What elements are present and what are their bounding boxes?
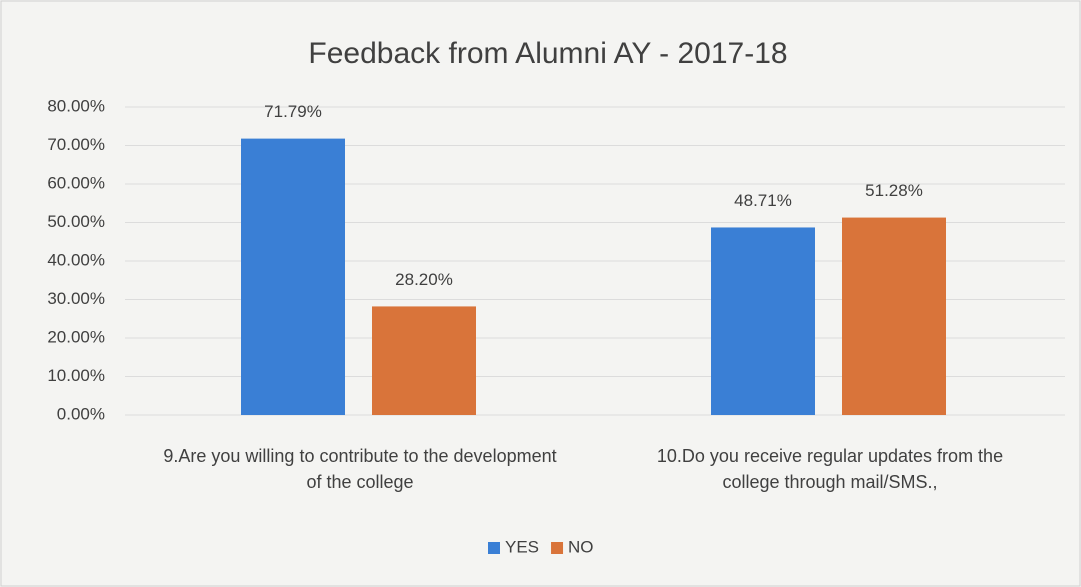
data-label: 51.28% — [865, 181, 923, 200]
y-tick-label: 20.00% — [47, 327, 105, 346]
bar — [842, 217, 946, 415]
x-tick-label: 10.Do you receive regular updates from t… — [656, 446, 1004, 492]
legend-label: NO — [568, 537, 594, 556]
y-tick-label: 30.00% — [47, 289, 105, 308]
legend-label: YES — [505, 537, 539, 556]
bar — [241, 138, 345, 415]
y-tick-label: 10.00% — [47, 366, 105, 385]
y-tick-label: 50.00% — [47, 212, 105, 231]
y-tick-label: 70.00% — [47, 135, 105, 154]
legend-swatch — [551, 542, 564, 554]
y-tick-label: 80.00% — [47, 96, 105, 115]
bar — [711, 227, 815, 415]
chart-title: Feedback from Alumni AY - 2017-18 — [308, 37, 787, 70]
data-label: 48.71% — [734, 191, 792, 210]
data-label: 28.20% — [395, 270, 453, 289]
bar — [372, 306, 476, 415]
y-tick-label: 0.00% — [57, 404, 105, 423]
legend-swatch — [488, 542, 500, 554]
y-tick-label: 40.00% — [47, 250, 105, 269]
y-tick-label: 60.00% — [47, 173, 105, 192]
x-tick-label: 9.Are you willing to contribute to the d… — [163, 446, 557, 492]
data-label: 71.79% — [264, 102, 322, 121]
